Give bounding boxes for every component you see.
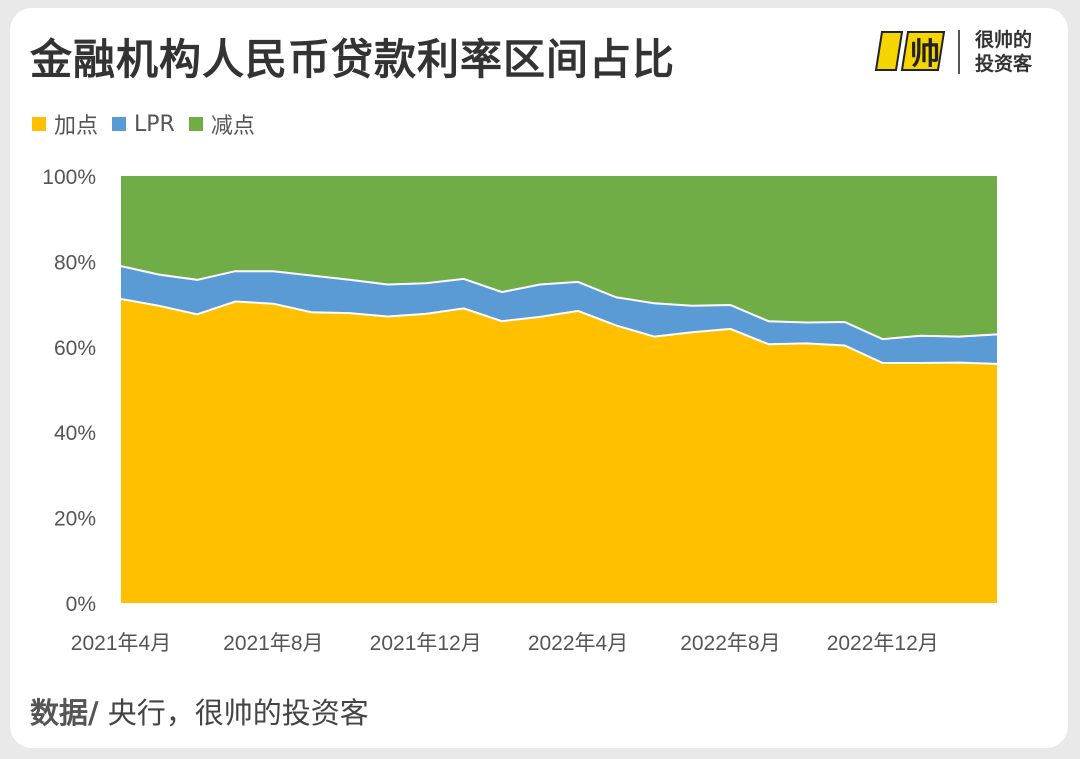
x-tick-label: 2022年12月 xyxy=(827,632,939,655)
legend-label-jiadian: 加点 xyxy=(54,114,99,139)
legend-item-jiandian: 减点 xyxy=(188,108,255,140)
area-lpr xyxy=(121,266,997,364)
legend-label-jiandian: 减点 xyxy=(210,114,255,139)
legend-item-lpr: LPR xyxy=(112,112,175,137)
y-tick-label: 20% xyxy=(54,508,96,531)
x-tick-label: 2021年4月 xyxy=(71,632,171,655)
data-source: 数据/ 央行，很帅的投资客 xyxy=(30,690,369,732)
brand-logo: 帅 很帅的 投资客 xyxy=(872,24,1052,82)
data-source-text: 央行，很帅的投资客 xyxy=(98,696,369,730)
x-tick-label: 2021年12月 xyxy=(370,632,482,655)
brand-name-line1: 很帅的 xyxy=(975,29,1033,51)
y-tick-label: 60% xyxy=(54,337,96,360)
legend-item-jiadian: 加点 xyxy=(32,108,98,140)
y-tick-label: 100% xyxy=(42,166,96,189)
legend-swatch-jiadian xyxy=(32,117,46,131)
chart-legend: 加点 LPR 减点 xyxy=(32,108,255,140)
brand-name: 很帅的 投资客 xyxy=(975,28,1032,76)
legend-label-lpr: LPR xyxy=(134,111,175,137)
series-boundary-line xyxy=(120,265,998,341)
x-tick-label: 2021年8月 xyxy=(223,632,323,655)
y-tick-label: 0% xyxy=(66,593,96,616)
area-jiadian xyxy=(121,299,997,603)
area-jiandian xyxy=(121,176,997,340)
y-tick-label: 80% xyxy=(54,251,96,274)
series-boundary-line xyxy=(120,298,998,365)
brand-logo-glyph: 帅 xyxy=(910,37,940,72)
x-tick-label: 2022年8月 xyxy=(680,632,780,655)
brand-name-line2: 投资客 xyxy=(975,53,1033,75)
x-tick-label: 2022年4月 xyxy=(528,632,628,655)
brand-divider xyxy=(958,30,960,74)
legend-swatch-lpr xyxy=(112,117,127,131)
data-source-lead: 数据/ xyxy=(30,696,99,730)
legend-swatch-jiandian xyxy=(188,117,203,131)
chart-title: 金融机构人民币贷款利率区间占比 xyxy=(30,35,676,84)
brand-mark-icon: 帅 xyxy=(874,31,946,72)
y-tick-label: 40% xyxy=(54,422,96,445)
